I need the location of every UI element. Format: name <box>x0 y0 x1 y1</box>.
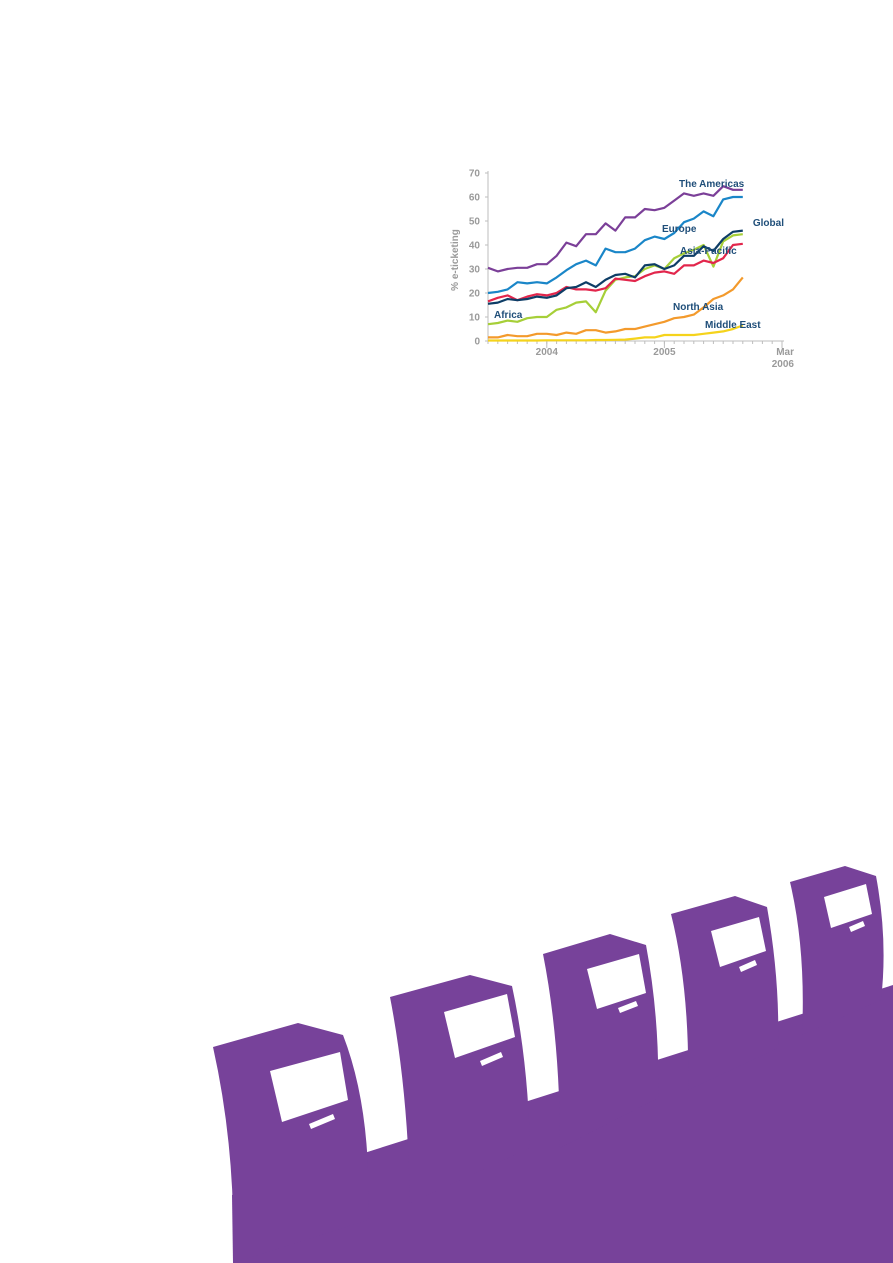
series-lines <box>487 185 744 342</box>
series-label: Global <box>753 218 784 229</box>
series-label: Asia-Pacific <box>680 246 737 257</box>
series-label: Africa <box>494 310 523 321</box>
e-ticketing-line-chart: % e-ticketing 0 10 20 30 40 50 60 70 The Americ… <box>450 169 795 371</box>
series-line-middle-east <box>488 324 744 342</box>
y-tick-label: 60 <box>469 193 481 204</box>
kiosk-5-icon <box>790 866 884 1035</box>
series-labels: The Americas Europe Global Asia-Pacific Afri… <box>494 179 784 331</box>
x-tick-label-year: 2006 <box>772 359 795 370</box>
series-line-global <box>487 229 743 305</box>
y-tick-label: 40 <box>469 241 481 252</box>
x-tick-label: Mar <box>776 347 794 358</box>
y-tick-label: 50 <box>469 217 481 228</box>
series-label: Europe <box>662 224 697 235</box>
series-line-the-americas <box>487 185 743 273</box>
y-tick-labels: 0 10 20 30 40 50 60 70 <box>469 169 481 348</box>
y-tick-label: 70 <box>469 169 481 180</box>
series-label: The Americas <box>679 179 745 190</box>
series-line-europe <box>487 195 743 295</box>
y-tick-label: 10 <box>469 313 481 324</box>
kiosk-4-icon <box>671 896 779 1090</box>
y-tick-label: 0 <box>474 337 480 348</box>
y-tick-label: 30 <box>469 265 481 276</box>
y-axis-label: % e-ticketing <box>450 229 461 291</box>
series-line-north-asia <box>488 276 744 339</box>
series-label: Middle East <box>705 320 761 331</box>
series-line-asia-pacific <box>487 242 743 303</box>
kiosk-3-icon <box>543 934 659 1148</box>
y-tick-label: 20 <box>469 289 481 300</box>
kiosk-2-icon <box>390 975 530 1203</box>
x-tick-label: 2004 <box>536 347 559 358</box>
series-label: North Asia <box>673 302 724 313</box>
x-tick-label: 2005 <box>653 347 676 358</box>
kiosk-1-icon <box>213 1023 369 1263</box>
